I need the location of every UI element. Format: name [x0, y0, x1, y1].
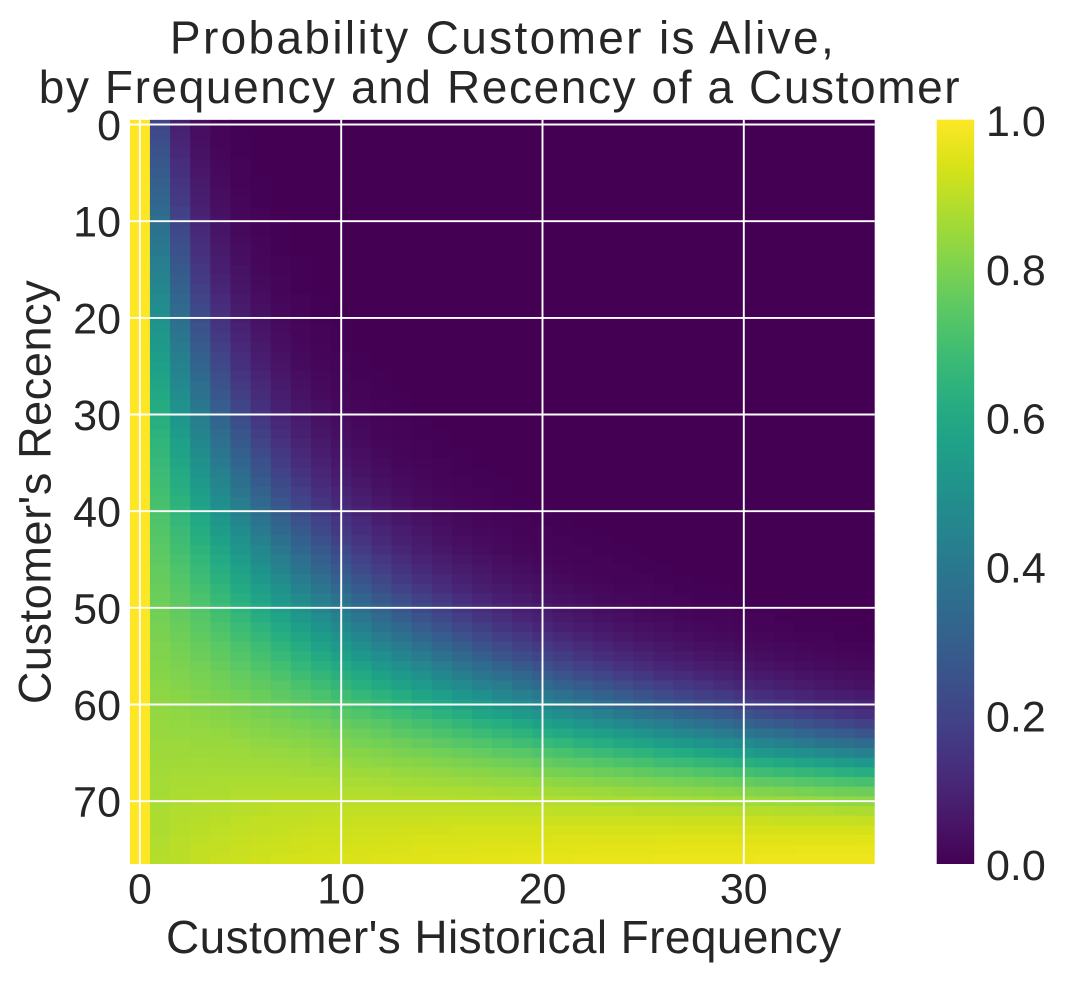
svg-text:0.0: 0.0: [986, 842, 1046, 890]
svg-text:10: 10: [73, 199, 121, 247]
svg-text:0.8: 0.8: [986, 247, 1046, 295]
svg-text:Customer's Recency: Customer's Recency: [10, 280, 61, 705]
svg-text:50: 50: [73, 585, 121, 633]
svg-text:0: 0: [97, 102, 121, 150]
svg-text:30: 30: [720, 866, 768, 914]
svg-text:10: 10: [317, 866, 365, 914]
svg-text:60: 60: [73, 682, 121, 730]
svg-text:0.4: 0.4: [986, 545, 1046, 593]
svg-text:0: 0: [128, 866, 152, 914]
svg-text:0.2: 0.2: [986, 693, 1046, 741]
svg-text:20: 20: [519, 866, 567, 914]
svg-text:by Frequency and Recency of a: by Frequency and Recency of a Customer: [39, 61, 961, 113]
svg-text:20: 20: [73, 295, 121, 343]
svg-text:0.6: 0.6: [986, 396, 1046, 444]
svg-text:Customer's Historical Frequenc: Customer's Historical Frequency: [166, 911, 842, 963]
svg-text:40: 40: [73, 489, 121, 537]
svg-text:30: 30: [73, 392, 121, 440]
svg-text:Probability Customer is Alive,: Probability Customer is Alive,: [170, 12, 836, 64]
svg-text:70: 70: [73, 779, 121, 827]
svg-text:1.0: 1.0: [986, 98, 1046, 146]
